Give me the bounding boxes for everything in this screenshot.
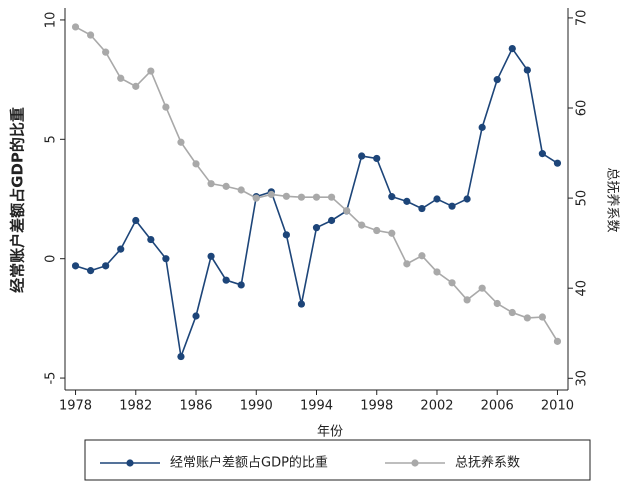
- point: [538, 313, 546, 321]
- point: [463, 296, 471, 304]
- x-tick-label: 1990: [240, 399, 273, 414]
- series-line: [75, 47, 558, 360]
- point: [448, 279, 456, 287]
- point: [373, 226, 381, 235]
- point: [132, 216, 140, 225]
- point: [267, 190, 275, 199]
- x-tick-label: 1994: [300, 399, 333, 414]
- point: [207, 252, 215, 260]
- x-tick-label: 2006: [481, 399, 514, 414]
- x-axis-label: 年份: [317, 425, 343, 440]
- x-tick-label: 1986: [179, 399, 212, 414]
- point: [358, 152, 366, 160]
- point: [388, 229, 396, 237]
- point: [538, 150, 546, 158]
- point: [523, 66, 531, 74]
- point: [132, 82, 140, 90]
- point: [71, 23, 80, 31]
- y2-tick-label: 50: [575, 190, 590, 207]
- point: [87, 31, 95, 39]
- point: [237, 186, 245, 194]
- point: [553, 159, 562, 167]
- point: [493, 76, 501, 84]
- series-line: [75, 26, 559, 342]
- point: [282, 192, 290, 200]
- point: [87, 267, 95, 275]
- y-tick-label: 10: [44, 12, 59, 29]
- point: [282, 231, 290, 239]
- point: [192, 160, 200, 168]
- point: [297, 193, 306, 201]
- point: [177, 352, 185, 361]
- legend-box: [84, 439, 591, 481]
- y-tick-label: 0: [44, 255, 59, 263]
- y2-tick-label: 30: [575, 370, 590, 387]
- point: [373, 154, 381, 163]
- point: [237, 281, 245, 289]
- point: [463, 195, 471, 203]
- point: [162, 255, 170, 263]
- legend-label: 总抚养系数: [455, 455, 520, 471]
- point: [297, 300, 306, 308]
- point: [102, 262, 110, 270]
- point: [343, 207, 351, 215]
- point: [117, 245, 125, 253]
- point: [117, 74, 125, 82]
- point: [523, 314, 531, 322]
- point: [102, 48, 110, 56]
- point: [403, 260, 411, 268]
- point: [312, 224, 321, 232]
- point: [207, 180, 215, 188]
- point: [252, 194, 260, 202]
- point: [418, 204, 426, 213]
- point: [388, 193, 396, 201]
- point: [433, 195, 441, 203]
- legend-marker: [411, 459, 419, 467]
- x-tick-label: 1998: [360, 399, 393, 414]
- point: [162, 103, 170, 111]
- y2-axis-label: 总抚养系数: [605, 167, 621, 232]
- point: [433, 268, 441, 276]
- point: [147, 235, 155, 244]
- x-tick-label: 1978: [59, 399, 92, 414]
- y2-tick-label: 70: [575, 10, 590, 27]
- point: [222, 276, 230, 284]
- point: [478, 123, 486, 131]
- point: [358, 221, 366, 229]
- point: [508, 44, 516, 53]
- point: [448, 202, 456, 210]
- point: [312, 193, 321, 201]
- point: [177, 138, 185, 146]
- y-axis-label: 经常账户差额占GDP的比重: [9, 107, 27, 293]
- point: [478, 284, 486, 292]
- y2-tick-label: 60: [575, 100, 590, 117]
- point: [327, 216, 336, 225]
- point: [222, 182, 230, 190]
- point: [508, 308, 516, 317]
- y-tick-label: 5: [44, 135, 59, 143]
- y-tick-label: -5: [44, 372, 59, 385]
- point: [553, 337, 562, 345]
- point: [147, 67, 155, 75]
- legend-label: 经常账户差额占GDP的比重: [170, 455, 328, 471]
- x-tick-label: 2002: [420, 399, 453, 414]
- x-tick-label: 1982: [119, 399, 152, 414]
- point: [192, 312, 200, 320]
- legend-marker: [126, 459, 134, 467]
- point: [403, 197, 411, 205]
- point: [493, 299, 501, 308]
- point: [418, 252, 426, 260]
- x-tick-label: 2010: [541, 399, 574, 414]
- point: [327, 193, 336, 201]
- y2-tick-label: 40: [575, 280, 590, 297]
- point: [71, 262, 80, 270]
